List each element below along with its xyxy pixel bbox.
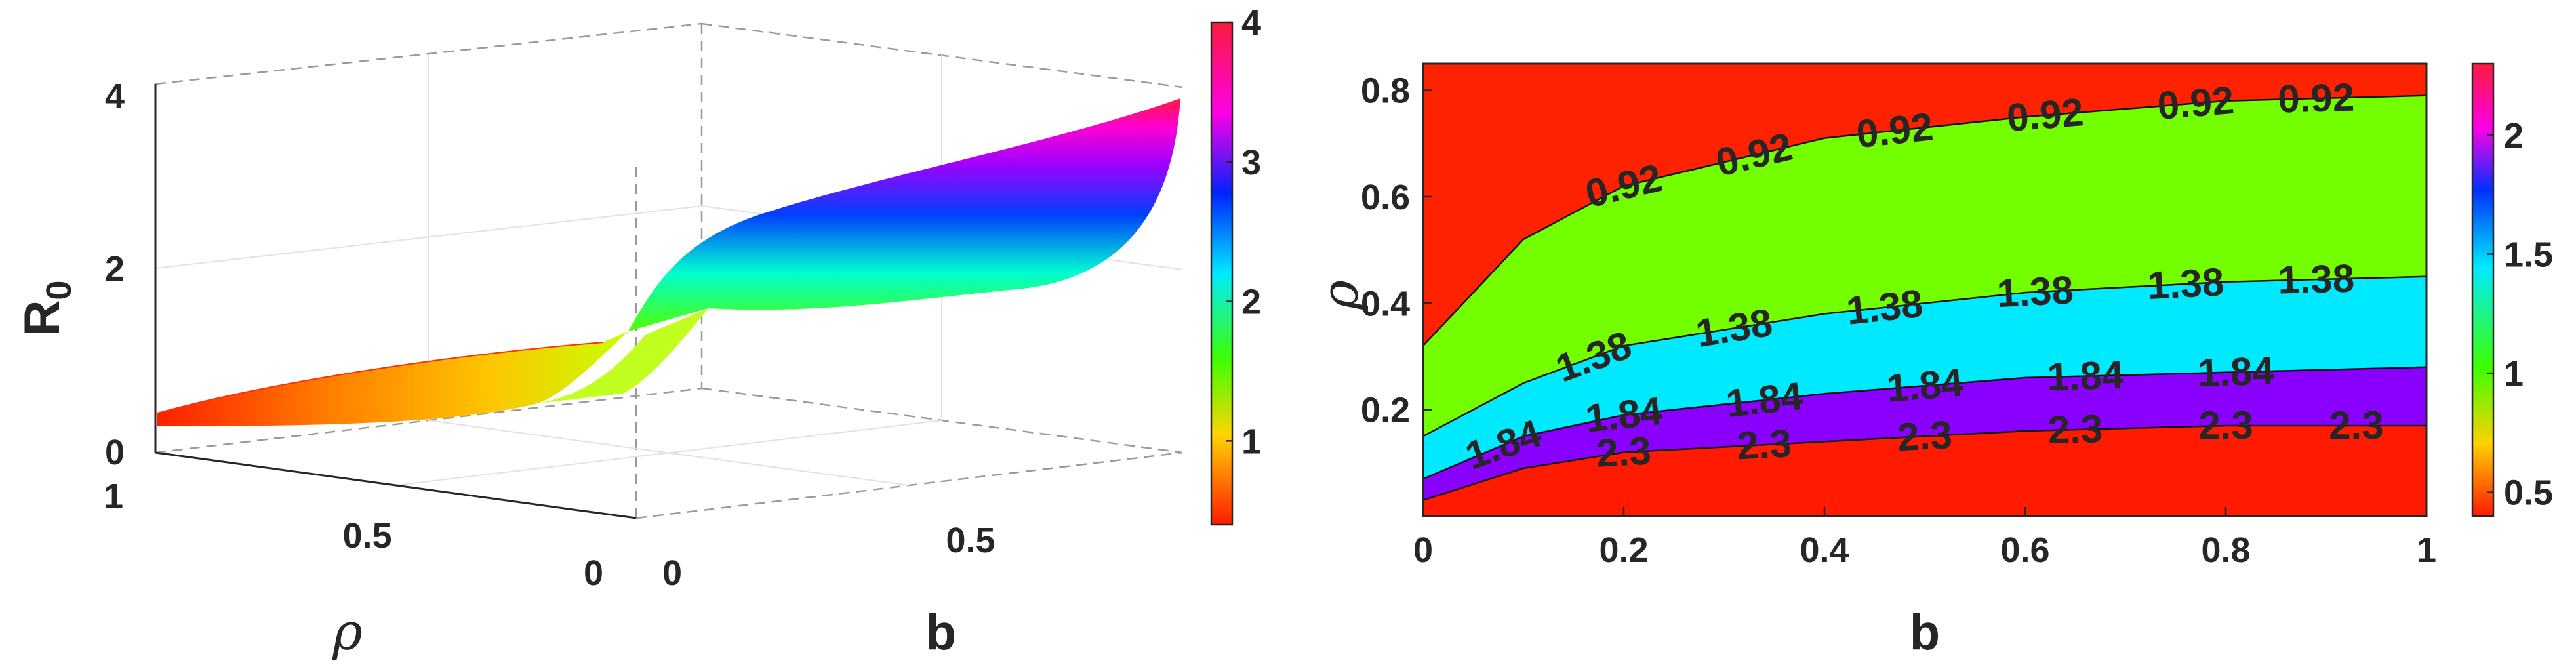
x-axis-label: b <box>1910 605 1940 660</box>
colorbar-right: 0.5 1 1.5 2 <box>2471 62 2553 517</box>
contour-label: 1.84 <box>1885 360 1965 410</box>
y-tick-label: 0.4 <box>1361 284 1410 323</box>
colorbar-tick-label: 4 <box>1241 3 1261 43</box>
rho-tick: 0 <box>584 554 603 593</box>
contour-label: 1.84 <box>1724 374 1805 426</box>
contour-label: 1.38 <box>2277 256 2354 302</box>
x-tick-label: 0.4 <box>1800 531 1849 570</box>
b-axis-label: b <box>926 605 956 660</box>
x-tick-label: 0.6 <box>2000 531 2049 570</box>
colorbar-tick-label: 3 <box>1241 143 1261 182</box>
contour-label: 1.38 <box>2146 260 2225 308</box>
z-tick: 2 <box>105 249 125 289</box>
contour-label: 1.84 <box>1583 389 1664 441</box>
z-tick: 0 <box>105 433 125 472</box>
contour-label: 2.3 <box>1736 421 1793 468</box>
contour-label: 0.92 <box>2156 78 2236 128</box>
colorbar-tick-label: 2 <box>2504 116 2524 155</box>
surface-transition <box>538 308 708 403</box>
colorbar-tick-label: 1 <box>1241 422 1261 461</box>
contour-plot: 0.920.92 0.92 0.92 0.92 0.921.38 1.38 1.38 1.38… <box>1311 62 2436 660</box>
contour-label: 1.38 <box>1844 281 1925 333</box>
colorbar-tick-label: 2 <box>1241 283 1261 322</box>
surface-plot: 4 2 0 1 0.5 0 0 0.5 R0 ρ b <box>14 22 1183 662</box>
contour-line <box>1423 94 2426 347</box>
b-tick: 0 <box>662 554 682 593</box>
x-tick-label: 0.2 <box>1599 531 1648 570</box>
y-tick-label: 0.2 <box>1361 391 1410 430</box>
contour-label: 0.92 <box>2277 75 2354 121</box>
contour-label: 2.3 <box>2047 407 2103 452</box>
z-axis-label: R0 <box>14 281 79 336</box>
z-tick: 4 <box>105 77 125 116</box>
contour-line <box>1423 424 2426 501</box>
y-tick-label: 0.6 <box>1361 178 1410 217</box>
x-tick-label: 1 <box>2417 531 2436 570</box>
contour-frame <box>1422 62 2428 517</box>
rho-axis-label: ρ <box>332 603 363 662</box>
contour-label: 2.3 <box>2329 403 2383 447</box>
band-red-bottom <box>1423 426 2426 516</box>
rho-tick: 0.5 <box>342 516 392 556</box>
contour-label: 2.3 <box>1897 413 1954 459</box>
contour-label: 2.3 <box>2198 403 2253 447</box>
contour-label: 0.92 <box>2005 90 2085 140</box>
contour-label: 1.38 <box>1996 268 2074 315</box>
contour-line <box>1423 275 2426 437</box>
contour-label: 1.84 <box>2047 353 2125 399</box>
contour-line <box>1423 366 2426 480</box>
contour-label: 0.92 <box>1854 104 1935 156</box>
x-tick-label: 0 <box>1413 531 1433 570</box>
colorbar-left: 1 2 3 4 <box>1210 3 1261 526</box>
surface-low-part <box>157 331 628 426</box>
colorbar-tick-label: 0.5 <box>2504 474 2553 513</box>
y-tick-label: 0.8 <box>1361 71 1410 111</box>
y-axis-label: ρ <box>1311 280 1370 311</box>
x-tick-label: 0.8 <box>2201 531 2250 570</box>
colorbar-tick-label: 1.5 <box>2504 235 2553 275</box>
contour-label: 1.84 <box>2197 349 2275 395</box>
contour-label: 2.3 <box>1596 428 1653 475</box>
surface-high-part <box>628 98 1180 331</box>
b-tick: 0.5 <box>946 521 995 560</box>
colorbar-tick-label: 1 <box>2504 354 2524 394</box>
rho-tick: 1 <box>104 477 123 516</box>
